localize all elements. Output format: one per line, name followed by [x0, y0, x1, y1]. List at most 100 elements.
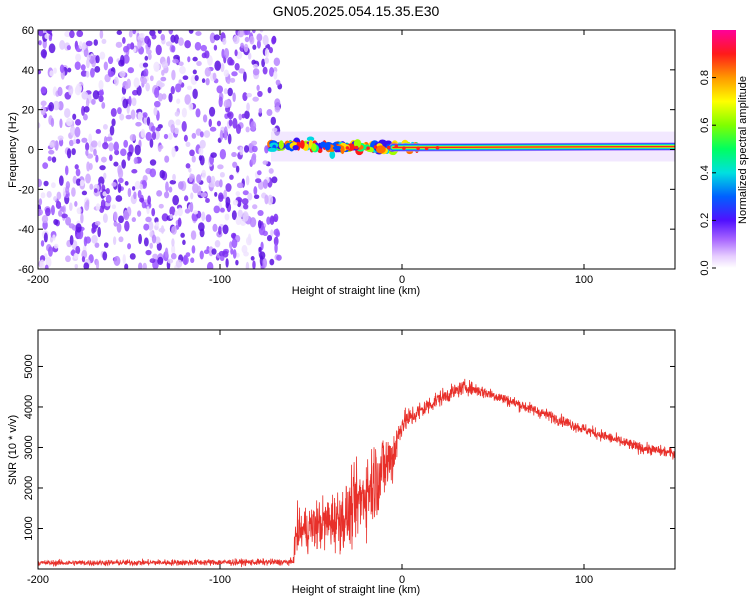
noise-blob: [116, 222, 122, 233]
noise-blob: [275, 231, 281, 237]
noise-blob: [262, 34, 269, 46]
noise-blob: [132, 30, 137, 35]
colorbar-tick-label: 0.0: [699, 260, 711, 275]
noise-blob: [111, 204, 117, 210]
signal-blob: [292, 145, 299, 151]
noise-blob: [101, 38, 107, 44]
noise-blob: [213, 44, 218, 51]
noise-blob: [224, 213, 230, 221]
noise-blob: [59, 64, 65, 73]
noise-blob: [170, 123, 176, 134]
noise-blob: [113, 211, 118, 221]
noise-blob: [227, 56, 233, 66]
noise-blob: [180, 232, 185, 238]
noise-blob: [85, 142, 90, 151]
noise-blob: [95, 55, 100, 64]
noise-blob: [46, 191, 52, 198]
noise-blob: [186, 85, 193, 91]
noise-blob: [218, 96, 223, 108]
colorbar: 0.0 0.2 0.4 0.6 0.8 Normalized spectral ampl…: [699, 30, 749, 276]
noise-blob: [273, 57, 281, 67]
noise-blob: [151, 131, 157, 140]
noise-blob: [48, 101, 55, 112]
noise-blob: [126, 78, 131, 89]
noise-blob: [242, 92, 248, 102]
noise-blob: [75, 83, 83, 93]
snr-xlabel: Height of straight line (km): [292, 584, 420, 596]
noise-blob: [247, 192, 253, 201]
snr-xtick-label: 100: [575, 574, 593, 586]
noise-blob: [158, 227, 166, 233]
noise-blob: [242, 190, 249, 196]
noise-blob: [223, 88, 228, 95]
noise-blob: [151, 234, 157, 244]
noise-blob: [165, 181, 169, 193]
noise-blob: [149, 138, 154, 148]
noise-blob: [192, 69, 197, 75]
noise-blob: [49, 141, 55, 148]
noise-blob: [163, 133, 169, 140]
noise-blob: [196, 174, 202, 184]
noise-blob: [245, 126, 250, 133]
noise-blob: [185, 252, 191, 257]
noise-blob: [190, 230, 196, 240]
noise-blob: [81, 190, 88, 196]
noise-blob: [142, 112, 148, 118]
snr-ytick-label: 1000: [23, 516, 35, 540]
noise-blob: [135, 121, 142, 127]
noise-blob: [124, 181, 129, 186]
noise-blob: [264, 194, 269, 205]
noise-blob: [203, 130, 211, 138]
noise-blob: [65, 117, 73, 127]
noise-blob: [139, 183, 144, 190]
noise-blob: [251, 153, 257, 161]
noise-blob: [139, 197, 145, 203]
noise-blob: [83, 236, 88, 247]
noise-blob: [47, 156, 52, 162]
noise-blob: [44, 264, 49, 269]
noise-blob: [133, 191, 137, 200]
noise-blob: [157, 256, 164, 266]
noise-blob: [99, 51, 106, 60]
noise-blob: [93, 148, 97, 157]
noise-blob: [108, 71, 115, 77]
noise-blob: [131, 217, 137, 223]
noise-blob: [156, 242, 162, 251]
noise-blob: [243, 145, 250, 153]
noise-blob: [251, 140, 258, 146]
noise-blob: [71, 187, 76, 197]
noise-blob: [218, 192, 224, 203]
noise-blob: [107, 56, 114, 65]
noise-blob: [88, 133, 93, 144]
noise-blob: [199, 228, 205, 238]
noise-blob: [69, 30, 75, 39]
noise-blob: [148, 220, 154, 231]
noise-blob: [122, 45, 129, 53]
noise-blob: [56, 191, 62, 200]
noise-blob: [200, 192, 208, 198]
spectrogram-xtick-label: 0: [399, 274, 405, 286]
noise-blob: [53, 218, 59, 226]
noise-blob: [168, 30, 174, 35]
noise-blob: [183, 134, 188, 142]
noise-blob: [202, 114, 208, 123]
noise-blob: [244, 36, 250, 43]
noise-blob: [74, 164, 79, 170]
noise-blob: [199, 250, 204, 260]
noise-blob: [134, 180, 141, 190]
noise-blob: [98, 90, 104, 97]
noise-blob: [208, 106, 216, 117]
noise-blob: [250, 256, 255, 261]
noise-blob: [72, 138, 77, 145]
noise-blob: [189, 149, 195, 157]
noise-blob: [155, 221, 160, 227]
noise-blob: [157, 92, 163, 102]
noise-blob: [143, 237, 149, 247]
noise-blob: [208, 182, 216, 188]
noise-blob: [111, 118, 116, 127]
noise-blob: [188, 167, 192, 173]
noise-blob: [40, 192, 46, 199]
noise-blob: [251, 145, 258, 153]
noise-blob: [99, 165, 106, 171]
noise-blob: [244, 110, 250, 120]
